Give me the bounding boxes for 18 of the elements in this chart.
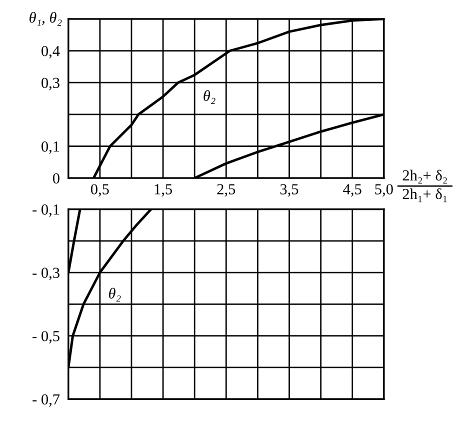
x-tick-label: 4,5 <box>343 184 362 197</box>
x-axis-title: 2h₂+ δ₂ 2h₁+ δ₁ <box>402 170 447 202</box>
series-label: θ₂ <box>204 90 216 104</box>
y-tick-label: - 0,3 <box>32 268 60 280</box>
series-label: θ₂ <box>109 288 121 302</box>
y-tick-label: 0,1 <box>42 141 60 154</box>
x-tick-label: 5,0 <box>375 184 393 197</box>
y-tick-label: 0,4 <box>42 46 60 58</box>
y-axis-title: θ₁, θ₂ <box>30 12 62 26</box>
y-tick-label: - 0,1 <box>32 204 60 217</box>
y-tick-label: - 0,5 <box>32 330 60 344</box>
y-tick-label: 0,3 <box>42 78 60 90</box>
x-tick-label: 2,5 <box>217 184 236 197</box>
x-tick-label: 3,5 <box>280 184 298 197</box>
y-tick-label: - 0,7 <box>32 394 60 407</box>
y-tick-label: 0 <box>52 173 60 184</box>
x-tick-label: 0,5 <box>90 184 109 197</box>
x-tick-label: 1,5 <box>154 184 172 197</box>
